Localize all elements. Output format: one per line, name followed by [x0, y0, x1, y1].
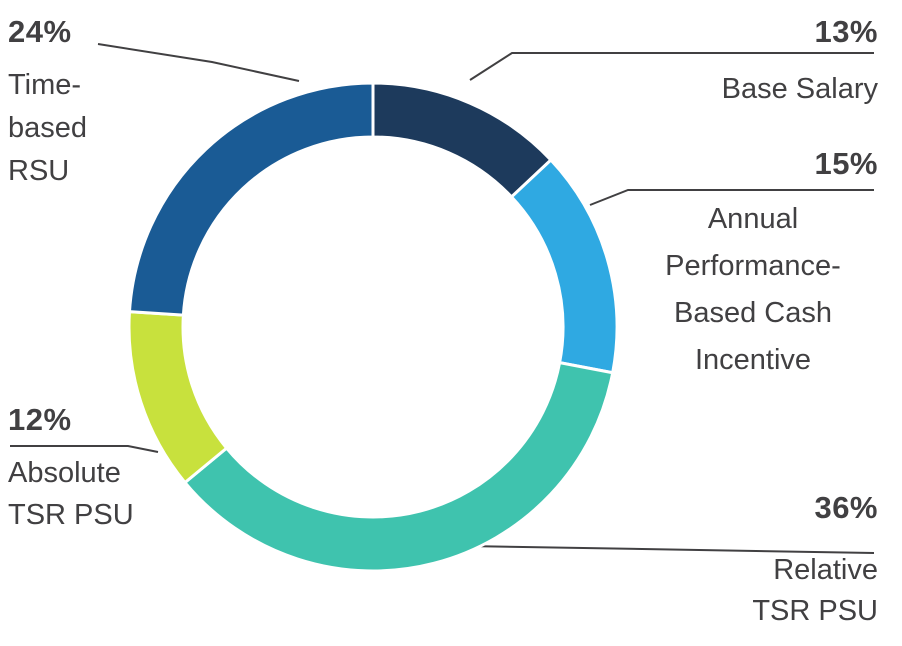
slice-label-absolute-tsr-psu: Absolute TSR PSU [8, 452, 134, 536]
slice-label-line: Based Cash [674, 297, 832, 329]
pct-label-annual-performance: 15% [814, 146, 878, 181]
slice-label-line: RSU [8, 155, 70, 187]
donut-slice-time-based-rsu [127, 81, 375, 317]
slice-label-line: Absolute [8, 457, 121, 489]
donut-slice-relative-tsr-psu [182, 360, 615, 573]
callout-line-time-based-rsu [97, 43, 300, 82]
slice-label-relative-tsr-psu: Relative TSR PSU [752, 550, 878, 632]
donut-slice-annual-performance-based-cash-incentive [509, 157, 619, 375]
donut-slices [127, 81, 619, 573]
slice-label-line: Relative [773, 554, 878, 586]
callout-line-relative-tsr-psu [465, 545, 875, 554]
slice-label-line: Time- [8, 69, 82, 101]
pct-label-relative-tsr-psu: 36% [814, 490, 878, 525]
slice-label-line: based [8, 112, 88, 144]
pct-label-time-based-rsu: 24% [8, 14, 72, 49]
callout-line-absolute-tsr-psu [10, 445, 159, 453]
slice-label-base-salary: Base Salary [721, 73, 878, 105]
callout-line-annual-performance [589, 189, 874, 206]
slice-label-annual-performance: Annual Performance- Based Cash Incentive [628, 196, 878, 384]
slice-label-line: Incentive [694, 344, 812, 376]
callout-line-base-salary [469, 52, 874, 81]
slice-label-line: TSR PSU [752, 595, 878, 627]
donut-slice-absolute-tsr-psu [127, 310, 229, 485]
pct-label-base-salary: 13% [814, 14, 878, 49]
donut-slice-base-salary [371, 81, 553, 200]
slice-label-line: Annual [707, 203, 799, 235]
slice-label-time-based-rsu: Time- based RSU [8, 64, 87, 193]
pct-label-absolute-tsr-psu: 12% [8, 402, 72, 437]
slice-label-line: TSR PSU [8, 499, 134, 531]
slice-label-line: Performance- [665, 250, 841, 282]
